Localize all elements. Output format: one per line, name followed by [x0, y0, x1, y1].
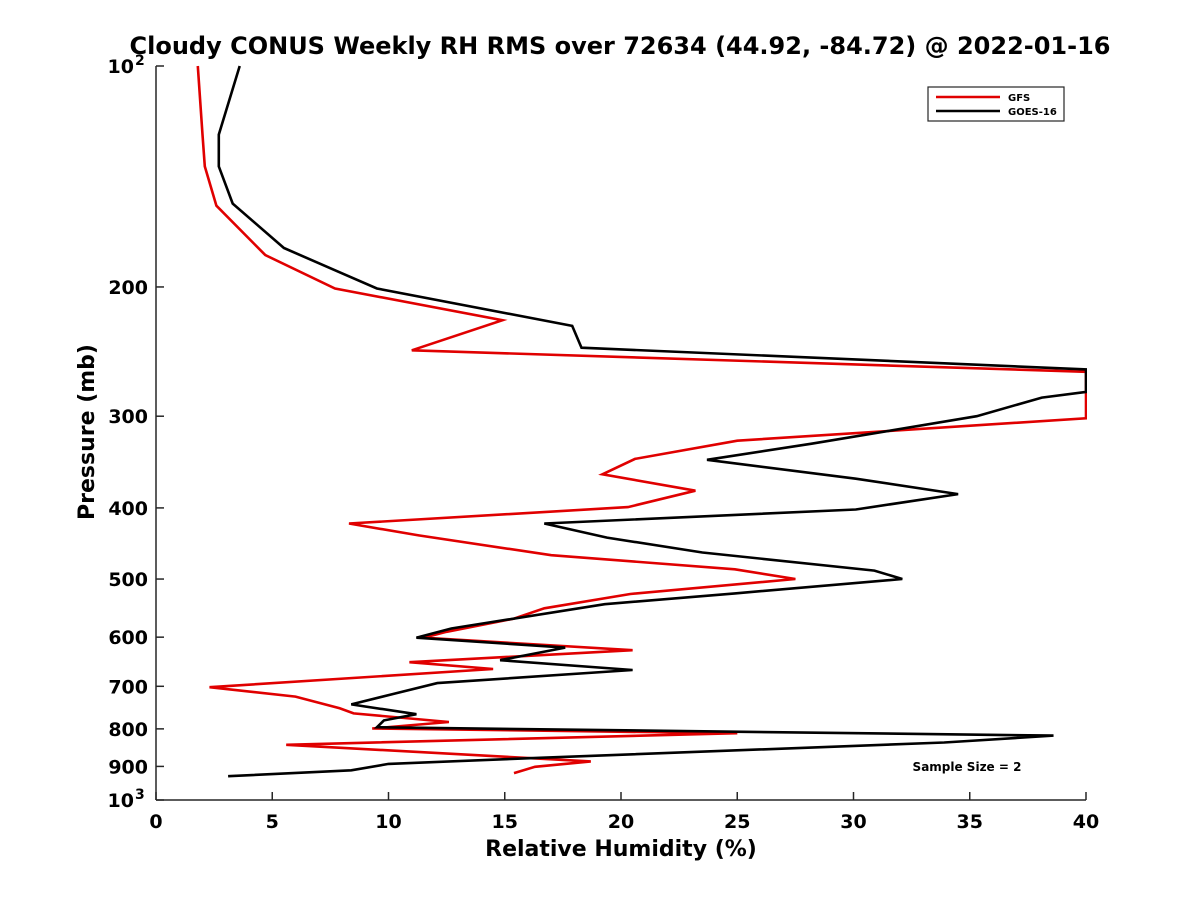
x-tick-label: 5 [266, 811, 279, 833]
y-tick-label: 500 [108, 569, 148, 591]
legend: GFS GOES-16 [927, 86, 1065, 122]
y-tick-label: 600 [108, 627, 148, 649]
y-tick-exponent: 3 [135, 787, 145, 803]
y-tick-label: 900 [108, 756, 148, 778]
x-tick-label: 0 [149, 811, 162, 833]
legend-label: GOES-16 [1008, 107, 1057, 118]
plot-frame [155, 66, 1086, 801]
sample-size-annotation: Sample Size = 2 [913, 760, 1022, 774]
x-tick-label: 30 [840, 811, 866, 833]
legend-label: GFS [1008, 93, 1030, 104]
x-tick-label: 25 [724, 811, 750, 833]
y-tick-label: 300 [108, 406, 148, 428]
legend-box [927, 86, 1065, 122]
series-line-gfs [196, 65, 1087, 775]
x-axis-label: Relative Humidity (%) [485, 837, 757, 862]
x-tick-label: 15 [492, 811, 518, 833]
x-tick-label: 35 [957, 811, 983, 833]
x-axis-ticks: 0 5 10 15 20 25 30 35 40 [149, 792, 1099, 833]
y-tick-label: 800 [108, 719, 148, 741]
x-tick-label: 40 [1073, 811, 1099, 833]
y-tick-label: 400 [108, 498, 148, 520]
chart-title: Cloudy CONUS Weekly RH RMS over 72634 (4… [130, 32, 1111, 60]
series-layer [196, 65, 1087, 778]
y-tick-exponent: 2 [135, 53, 145, 69]
y-tick-label: 200 [108, 277, 148, 299]
series-line-goes-16 [217, 65, 1087, 778]
y-tick-label: 10 [108, 790, 134, 812]
x-tick-label: 10 [375, 811, 401, 833]
y-axis-label: Pressure (mb) [75, 344, 100, 520]
y-tick-label: 700 [108, 676, 148, 698]
x-tick-label: 20 [608, 811, 634, 833]
y-tick-label: 10 [108, 56, 134, 78]
